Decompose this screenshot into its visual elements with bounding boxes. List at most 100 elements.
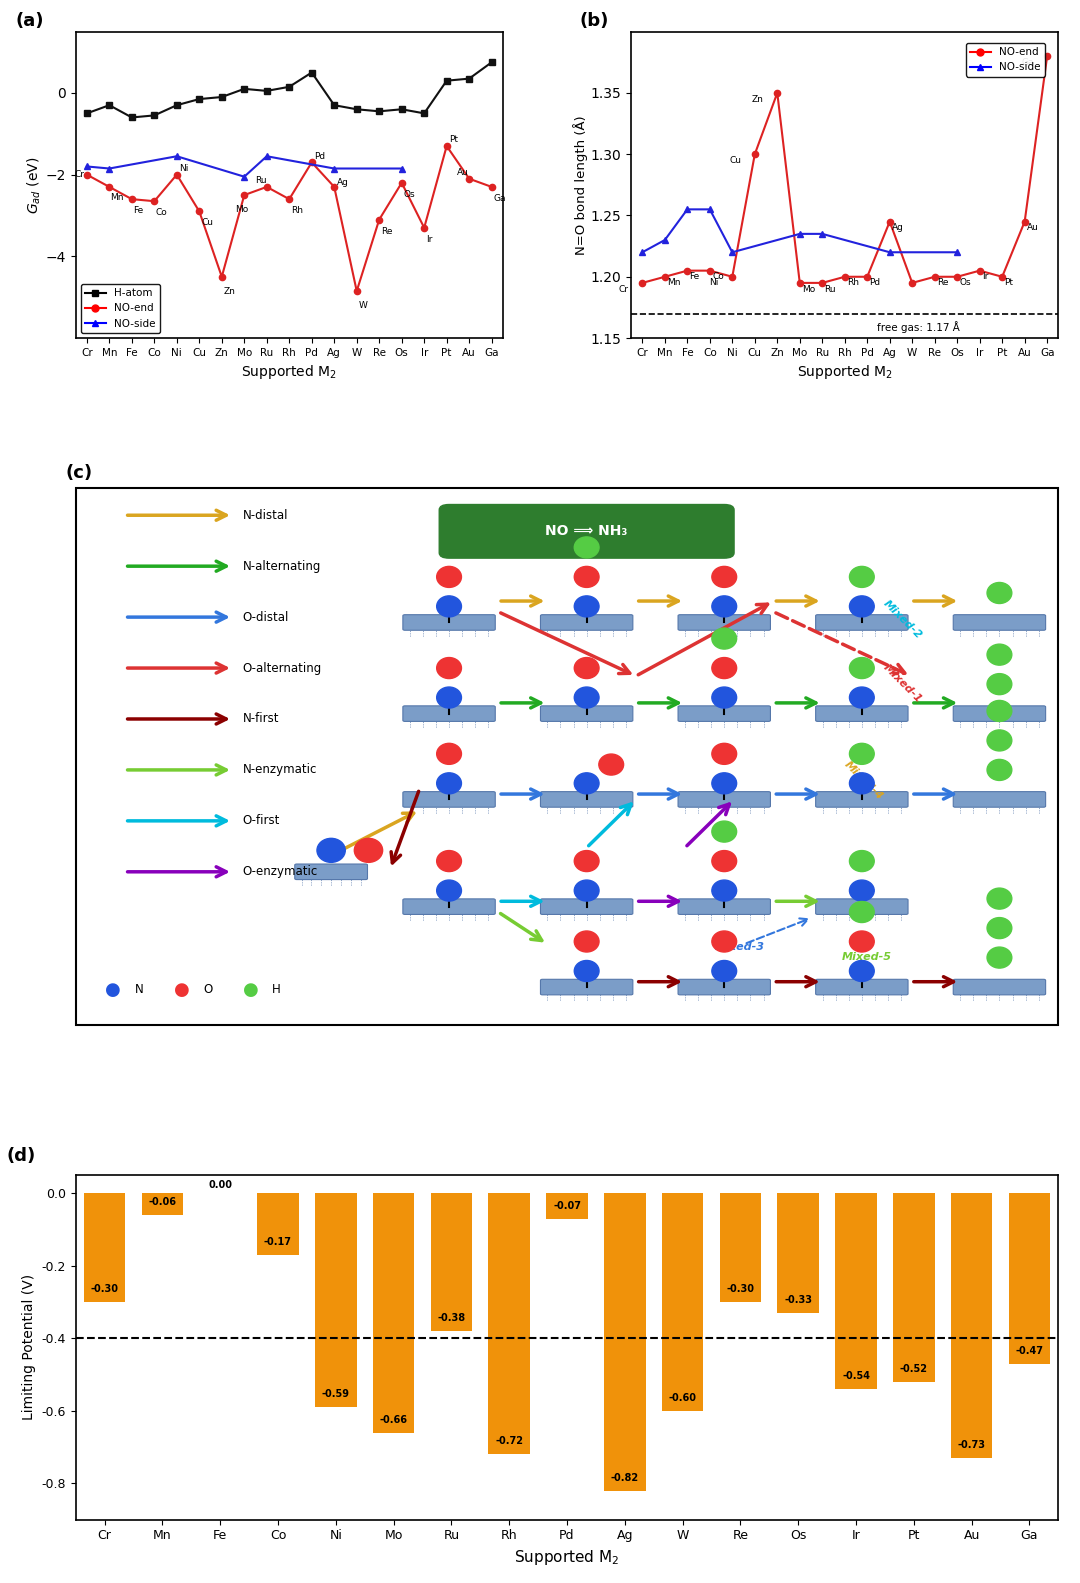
Ellipse shape [598,754,623,776]
Text: Os: Os [959,279,971,288]
FancyBboxPatch shape [815,614,908,630]
H-atom [260,81,273,100]
Text: Au: Au [457,168,469,177]
NO-end [1041,46,1054,65]
NO-end [418,218,431,237]
Text: -0.06: -0.06 [148,1197,176,1206]
FancyBboxPatch shape [954,792,1045,807]
Text: -0.54: -0.54 [842,1371,870,1380]
Text: -0.47: -0.47 [1015,1346,1043,1355]
FancyBboxPatch shape [540,706,633,722]
H-atom [193,90,206,109]
Ellipse shape [712,628,737,649]
Text: (d): (d) [6,1148,36,1165]
X-axis label: Supported M$_2$: Supported M$_2$ [514,1548,620,1567]
NO-side [636,242,649,261]
Ellipse shape [712,822,737,842]
Text: Mixed-1: Mixed-1 [881,662,923,704]
NO-end [373,211,386,230]
Ellipse shape [575,850,599,872]
Text: Mn: Mn [667,279,680,288]
Text: Ru: Ru [824,285,836,293]
NO-end [462,169,475,188]
FancyBboxPatch shape [954,614,1045,630]
Text: -0.59: -0.59 [322,1390,350,1399]
Legend: H-atom, NO-end, NO-side: H-atom, NO-end, NO-side [81,283,160,332]
Ellipse shape [712,657,737,679]
Line: NO-end: NO-end [84,142,495,294]
Bar [662,1194,703,1410]
Ellipse shape [436,850,461,872]
Bar [373,1194,415,1433]
Text: Fe: Fe [133,206,144,215]
Bar [488,1194,530,1455]
Ellipse shape [850,773,874,793]
Legend: NO-end, NO-side: NO-end, NO-side [966,43,1044,76]
FancyBboxPatch shape [540,614,633,630]
Text: NO ⟹ NH₃: NO ⟹ NH₃ [545,524,627,538]
NO-end [485,177,498,196]
Text: O-alternating: O-alternating [243,662,322,674]
Ellipse shape [316,839,346,863]
NO-end [441,136,454,155]
NO-side [794,225,807,244]
Text: Cu: Cu [729,155,741,165]
Text: (a): (a) [16,11,44,30]
NO-side [260,147,273,166]
NO-end [771,84,784,103]
Ellipse shape [987,947,1012,969]
NO-side [395,158,408,177]
Ellipse shape [850,657,874,679]
FancyBboxPatch shape [295,864,367,880]
Text: -0.33: -0.33 [784,1295,812,1304]
NO-end [861,268,874,287]
NO-end [1018,212,1031,231]
Text: -0.30: -0.30 [91,1284,119,1293]
FancyBboxPatch shape [815,792,908,807]
Text: Mixed-3: Mixed-3 [715,942,765,951]
Text: Ag: Ag [337,179,349,187]
Ellipse shape [712,850,737,872]
H-atom [125,108,138,127]
Text: Ir: Ir [982,272,988,282]
Text: Ir: Ir [427,234,433,244]
Ellipse shape [712,931,737,951]
NO-end [125,190,138,209]
Bar [950,1194,993,1458]
Text: 0.00: 0.00 [208,1181,232,1190]
Text: Ga: Ga [1022,59,1034,66]
NO-side [171,147,184,166]
Text: N: N [135,983,144,996]
Ellipse shape [987,700,1012,722]
Ellipse shape [436,744,461,765]
Ellipse shape [850,931,874,951]
H-atom [171,95,184,114]
NO-end [726,268,739,287]
NO-side [327,158,340,177]
Line: NO-side: NO-side [84,154,405,180]
Ellipse shape [712,961,737,981]
Bar [1009,1194,1051,1363]
Text: -0.07: -0.07 [553,1200,581,1211]
FancyBboxPatch shape [540,980,633,994]
FancyBboxPatch shape [403,706,496,722]
H-atom [238,79,251,98]
H-atom [485,52,498,71]
FancyBboxPatch shape [540,792,633,807]
Ellipse shape [712,687,737,708]
NO-end [748,144,761,163]
NO-end [794,274,807,293]
Ellipse shape [850,595,874,617]
FancyBboxPatch shape [440,505,734,559]
FancyBboxPatch shape [954,706,1045,722]
FancyBboxPatch shape [678,899,770,915]
Ellipse shape [712,595,737,617]
Text: -0.66: -0.66 [379,1415,407,1425]
NO-end [395,173,408,192]
Bar [778,1194,819,1312]
Text: Zn: Zn [224,287,235,296]
Bar [257,1194,299,1255]
Text: -0.17: -0.17 [264,1236,292,1247]
Ellipse shape [575,880,599,901]
Text: free gas: 1.17 Å: free gas: 1.17 Å [877,321,960,332]
